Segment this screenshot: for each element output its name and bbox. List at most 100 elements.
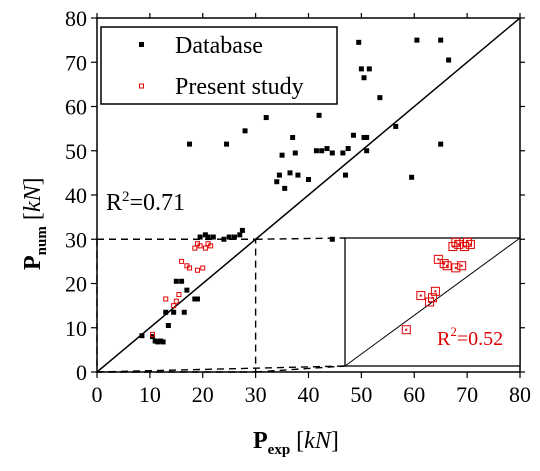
y-tick-label: 20 [65,272,87,297]
legend-marker-database [139,42,144,47]
data-point-database [171,309,177,315]
data-point-database [224,141,230,147]
data-point-database [274,179,280,185]
r2-inset-annotation: R2=0.52 [437,324,503,350]
y-tick-label: 70 [65,50,87,75]
data-point-present-study [197,243,203,249]
inset-point-center [454,241,457,244]
data-point-present-study [208,243,214,249]
data-point-database [263,115,269,121]
inset-point-present-study [442,261,452,271]
zoom-region-box [96,238,257,373]
inset-point-present-study [457,261,467,271]
inset-point-present-study [454,239,464,249]
x-tick-label: 70 [456,382,478,407]
data-point-database [197,234,203,240]
data-point-database [438,141,444,147]
data-point-database [306,177,311,183]
inset-point-present-study [430,286,440,296]
data-point-database [157,338,163,344]
zoom-connector-bottom-right [255,365,346,373]
data-point-database [139,333,145,339]
data-point-database [290,134,296,140]
data-point-database [364,148,370,154]
inset-point-center [405,328,408,331]
data-point-database [155,339,161,345]
data-point-present-study [176,292,182,298]
data-point-database [446,57,452,63]
data-point-database [356,39,362,45]
data-point-present-study [163,296,169,302]
inset-point-present-study [451,237,461,247]
data-point-present-study [171,303,177,309]
legend-label-present-study: Present study [175,74,304,100]
data-point-database [358,66,364,72]
data-point-database [173,278,179,284]
inset-point-center [419,294,422,297]
x-tick-label: 50 [350,382,372,407]
legend-marker-present-study [139,83,144,89]
inset-point-center [457,243,460,246]
data-point-database [313,148,319,154]
y-tick-label: 40 [65,183,87,208]
data-point-present-study [200,265,206,271]
data-point-database [187,141,193,147]
data-point-database [282,185,288,191]
y-tick-label: 60 [65,95,87,120]
inset-point-present-study [401,325,411,335]
data-point-present-study [173,298,179,304]
x-tick-label: 30 [245,382,267,407]
data-point-database [205,234,211,240]
data-point-database [319,148,325,154]
data-point-database [160,339,166,345]
data-point-present-study [179,258,185,264]
x-tick-label: 10 [139,382,161,407]
inset-point-center [460,264,463,267]
data-point-present-study [202,245,208,251]
zoom-connector-bottom [96,365,346,373]
x-axis-label: Pexp [kN] [253,428,339,458]
data-point-database [366,66,372,72]
legend: Database Present study [100,26,338,105]
data-point-database [364,134,370,140]
inset-point-center [443,262,446,265]
data-point-database [409,174,415,180]
y-tick-label: 10 [65,316,87,341]
data-point-database [329,236,335,242]
data-point-database [361,75,367,81]
inset-point-present-study [451,263,461,273]
x-tick-label: 0 [92,382,103,407]
x-tick-label: 20 [192,382,214,407]
data-point-database [343,172,349,178]
inset-point-center [431,296,434,299]
x-tick-label: 80 [509,382,531,407]
inset-point-center [437,258,440,261]
data-point-present-study [194,267,200,273]
data-point-database [340,150,346,156]
y-tick-label: 0 [76,360,87,385]
data-point-database [239,227,245,233]
data-point-database [181,309,187,315]
data-point-database [393,123,399,129]
inset-point-present-study [439,259,449,269]
data-point-present-study [187,265,193,271]
data-point-database [152,338,158,344]
data-point-database [316,112,322,118]
y-tick-label: 30 [65,227,87,252]
data-point-database [414,37,420,43]
inset-point-center [434,290,437,293]
legend-box [100,26,338,105]
inset-point-center [469,243,472,246]
y-axis-label: Pnum [kN] [20,177,50,270]
x-tick-label: 40 [298,382,320,407]
data-point-present-study [192,245,198,251]
data-point-database [202,232,208,238]
data-point-database [226,234,232,240]
data-point-database [377,95,383,101]
data-point-database [324,146,330,152]
r2-main-annotation: R2=0.71 [106,189,185,216]
inset-point-present-study [463,237,472,247]
data-point-database [350,132,356,138]
data-point-database [165,323,171,329]
